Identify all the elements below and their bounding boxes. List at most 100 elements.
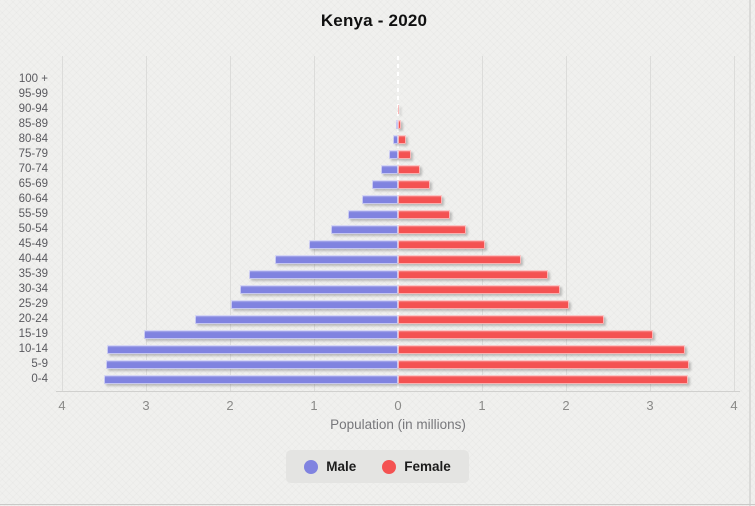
pyramid-row <box>56 87 740 102</box>
pyramid-row <box>56 297 740 312</box>
male-bar[interactable] <box>347 210 398 219</box>
legend-item-male[interactable]: Male <box>304 459 356 474</box>
female-bar[interactable] <box>398 345 686 354</box>
female-bar[interactable] <box>398 375 688 384</box>
pyramid-row <box>56 117 740 132</box>
legend: Male Female <box>0 450 755 483</box>
x-axis-line <box>56 391 740 392</box>
male-bar[interactable] <box>144 330 398 339</box>
female-bar[interactable] <box>398 135 407 144</box>
female-bar[interactable] <box>398 195 442 204</box>
male-bar[interactable] <box>330 225 398 234</box>
legend-box: Male Female <box>286 450 469 483</box>
pyramid-row <box>56 72 740 87</box>
female-bar[interactable] <box>398 360 689 369</box>
chart-title: Kenya - 2020 <box>320 11 428 30</box>
gridline <box>62 56 63 391</box>
female-legend-dot-icon <box>382 459 397 474</box>
pyramid-row <box>56 147 740 162</box>
male-bar[interactable] <box>371 180 398 189</box>
female-bar[interactable] <box>398 240 486 249</box>
male-bar[interactable] <box>194 315 398 324</box>
age-label: 5-9 <box>31 358 48 370</box>
x-tick-label: 0 <box>394 398 402 413</box>
male-bar[interactable] <box>396 120 398 129</box>
female-bar[interactable] <box>398 210 451 219</box>
x-tick-label: 1 <box>310 398 318 413</box>
age-label: 30-34 <box>18 283 48 295</box>
male-bar[interactable] <box>104 375 398 384</box>
legend-female-label: Female <box>404 459 451 474</box>
age-label: 100 + <box>18 73 48 85</box>
age-label: 90-94 <box>18 103 48 115</box>
x-tick-label: 3 <box>646 398 654 413</box>
center-divider-line <box>397 56 399 391</box>
male-bar[interactable] <box>308 240 398 249</box>
female-bar[interactable] <box>398 105 399 114</box>
age-label: 15-19 <box>18 328 48 340</box>
age-label: 10-14 <box>18 343 48 355</box>
right-frame-line <box>749 0 751 506</box>
age-label: 25-29 <box>18 298 48 310</box>
x-tick-label: 2 <box>226 398 234 413</box>
gridline <box>146 56 147 391</box>
legend-male-label: Male <box>326 459 357 474</box>
gridline <box>650 56 651 391</box>
gridline <box>230 56 231 391</box>
x-tick-label: 3 <box>142 398 150 413</box>
age-label: 60-64 <box>18 193 48 205</box>
male-bar[interactable] <box>388 150 398 159</box>
age-label: 20-24 <box>18 313 48 325</box>
male-bar[interactable] <box>275 255 398 264</box>
male-bar[interactable] <box>361 195 398 204</box>
female-bar[interactable] <box>398 270 549 279</box>
pyramid-row <box>56 267 740 282</box>
pyramid-plot: 4 3 2 1 0 1 2 3 4 <box>56 56 740 418</box>
age-label: 65-69 <box>18 178 48 190</box>
pyramid-row <box>56 252 740 267</box>
legend-item-female[interactable]: Female <box>382 459 451 474</box>
gridline <box>566 56 567 391</box>
female-bar[interactable] <box>398 285 561 294</box>
pyramid-row <box>56 132 740 147</box>
female-bar[interactable] <box>398 225 467 234</box>
gridline <box>314 56 315 391</box>
age-label: 85-89 <box>18 118 48 130</box>
female-bar[interactable] <box>398 120 402 129</box>
pyramid-row <box>56 372 740 387</box>
age-group-labels: 100 + 95-99 90-94 85-89 80-84 75-79 70-74 65-69… <box>0 72 48 387</box>
female-bar[interactable] <box>398 330 654 339</box>
pyramid-row <box>56 312 740 327</box>
male-bar[interactable] <box>392 135 398 144</box>
x-tick-label: 4 <box>730 398 738 413</box>
x-tick-label: 4 <box>58 398 66 413</box>
male-bar[interactable] <box>105 360 398 369</box>
age-label: 80-84 <box>18 133 48 145</box>
pyramid-rows <box>56 72 740 387</box>
age-label: 0-4 <box>31 373 48 385</box>
gridline <box>482 56 483 391</box>
female-bar[interactable] <box>398 300 570 309</box>
male-bar[interactable] <box>107 345 398 354</box>
pyramid-row <box>56 177 740 192</box>
pyramid-row <box>56 327 740 342</box>
male-bar[interactable] <box>230 300 398 309</box>
female-bar[interactable] <box>398 165 420 174</box>
age-label: 95-99 <box>18 88 48 100</box>
female-bar[interactable] <box>398 150 411 159</box>
male-bar[interactable] <box>240 285 398 294</box>
pyramid-row <box>56 162 740 177</box>
female-bar[interactable] <box>398 180 430 189</box>
age-label: 50-54 <box>18 223 48 235</box>
gridline <box>734 56 735 391</box>
male-bar[interactable] <box>249 270 398 279</box>
x-tick-label: 2 <box>562 398 570 413</box>
female-bar[interactable] <box>398 315 604 324</box>
age-label: 70-74 <box>18 163 48 175</box>
bottom-frame-line <box>0 504 755 505</box>
male-bar[interactable] <box>381 165 398 174</box>
pyramid-row <box>56 357 740 372</box>
female-bar[interactable] <box>398 255 521 264</box>
pyramid-row <box>56 342 740 357</box>
